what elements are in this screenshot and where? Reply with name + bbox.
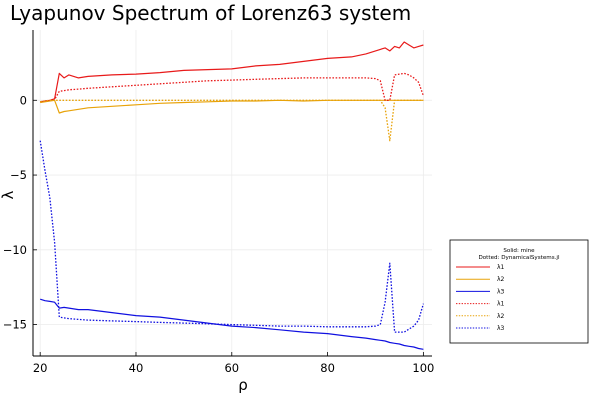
y-tick-label: −5 xyxy=(10,168,27,182)
legend-entry-label: λ3 xyxy=(497,288,505,295)
legend-entry-label: λ3 xyxy=(497,325,505,332)
series-line-dotted-1 xyxy=(40,72,425,103)
x-tick-label: 20 xyxy=(33,361,48,375)
x-tick-label: 80 xyxy=(320,361,335,375)
series-line-dotted-2 xyxy=(40,99,424,142)
x-ticks: 20 40 60 80 100 xyxy=(33,352,434,375)
series-layer xyxy=(39,41,425,350)
legend-entry-label: λ1 xyxy=(497,301,505,308)
legend-header-line-1: Solid: mine xyxy=(503,248,535,254)
y-tick-label: −15 xyxy=(3,318,27,332)
y-tick-label: 0 xyxy=(20,93,27,107)
legend-entry-label: λ2 xyxy=(497,313,505,320)
legend-entries: λ1 λ2 λ3 λ1 λ2 λ3 xyxy=(456,264,505,332)
series-line-solid-3 xyxy=(40,298,424,350)
legend: Solid: mine Dotted: DynamicalSystems.jl … xyxy=(449,239,589,344)
legend-header-line-2: Dotted: DynamicalSystems.jl xyxy=(478,255,560,261)
x-tick-label: 40 xyxy=(129,361,144,375)
legend-entry-label: λ2 xyxy=(497,276,505,283)
y-tick-label: −10 xyxy=(3,243,27,257)
x-tick-label: 60 xyxy=(224,361,239,375)
series-line-dotted-3 xyxy=(39,140,425,333)
y-axis-label: λ xyxy=(0,190,17,199)
x-axis-label: ρ xyxy=(238,376,248,394)
y-ticks: 0 −5 −10 −15 xyxy=(3,93,37,332)
legend-entry-label: λ1 xyxy=(497,264,505,271)
x-tick-label: 100 xyxy=(412,361,434,375)
chart-title: Lyapunov Spectrum of Lorenz63 system xyxy=(10,1,411,25)
series-line-solid-1 xyxy=(40,41,424,103)
